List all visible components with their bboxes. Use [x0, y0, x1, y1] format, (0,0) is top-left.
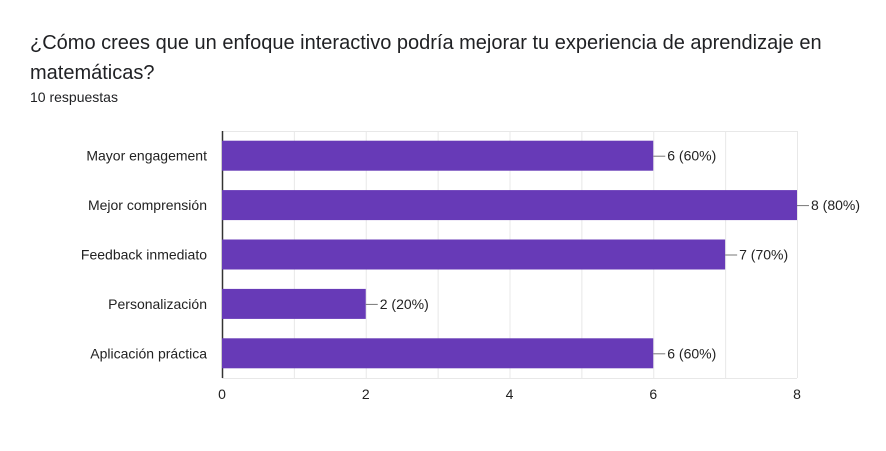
bars	[222, 140, 797, 369]
data-label: 6 (60%)	[667, 148, 716, 164]
x-tick-label: 2	[362, 386, 370, 402]
data-label: 8 (80%)	[811, 197, 860, 213]
data-label: 2 (20%)	[380, 296, 429, 312]
x-tick-label: 6	[649, 386, 657, 402]
category-label: Mejor comprensión	[88, 197, 207, 213]
x-tick-label: 0	[218, 386, 226, 402]
data-labels: 6 (60%) 8 (80%) 7 (70%) 2 (20%) 6 (60%)	[365, 148, 860, 361]
category-label: Aplicación práctica	[90, 345, 207, 361]
x-tick-label: 8	[793, 386, 801, 402]
bar	[222, 338, 654, 369]
category-label: Mayor engagement	[86, 148, 207, 164]
x-tick-label: 4	[506, 386, 514, 402]
bar	[222, 239, 726, 270]
bar	[222, 190, 797, 221]
category-label: Personalización	[108, 296, 207, 312]
category-label: Feedback inmediato	[81, 247, 207, 263]
response-count: 10 respuestas	[30, 89, 118, 105]
bar	[222, 288, 366, 319]
data-label: 6 (60%)	[667, 345, 716, 361]
bar	[222, 140, 654, 171]
data-label: 7 (70%)	[739, 247, 788, 263]
x-axis-ticks: 0 2 4 6 8	[218, 386, 801, 402]
category-labels: Mayor engagement Mejor comprensión Feedbac…	[81, 148, 207, 362]
question-title: ¿Cómo crees que un enfoque interactivo p…	[30, 32, 822, 84]
